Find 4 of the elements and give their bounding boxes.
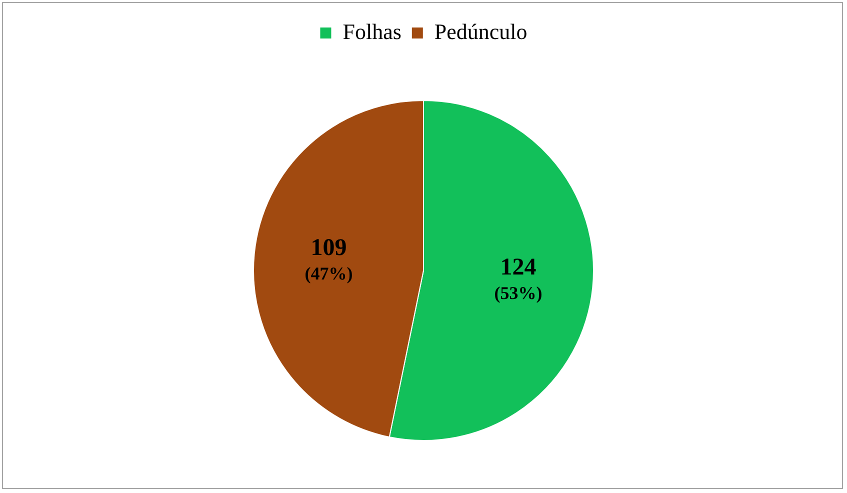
legend-label: Folhas	[342, 18, 402, 44]
data-label: 109 (47%)	[304, 235, 353, 284]
data-label: 124 (53%)	[494, 254, 542, 303]
legend-label: Pedúnculo	[434, 18, 528, 44]
